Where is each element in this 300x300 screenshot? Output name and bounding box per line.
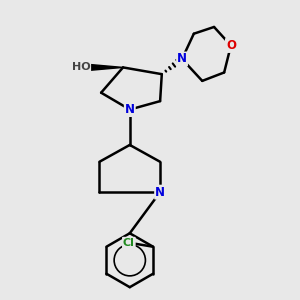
Text: O: O [226, 39, 236, 52]
Text: N: N [155, 186, 165, 199]
Text: Cl: Cl [123, 238, 135, 248]
Text: N: N [177, 52, 187, 65]
Text: HO: HO [72, 62, 90, 72]
Text: N: N [125, 103, 135, 116]
Polygon shape [81, 64, 123, 71]
